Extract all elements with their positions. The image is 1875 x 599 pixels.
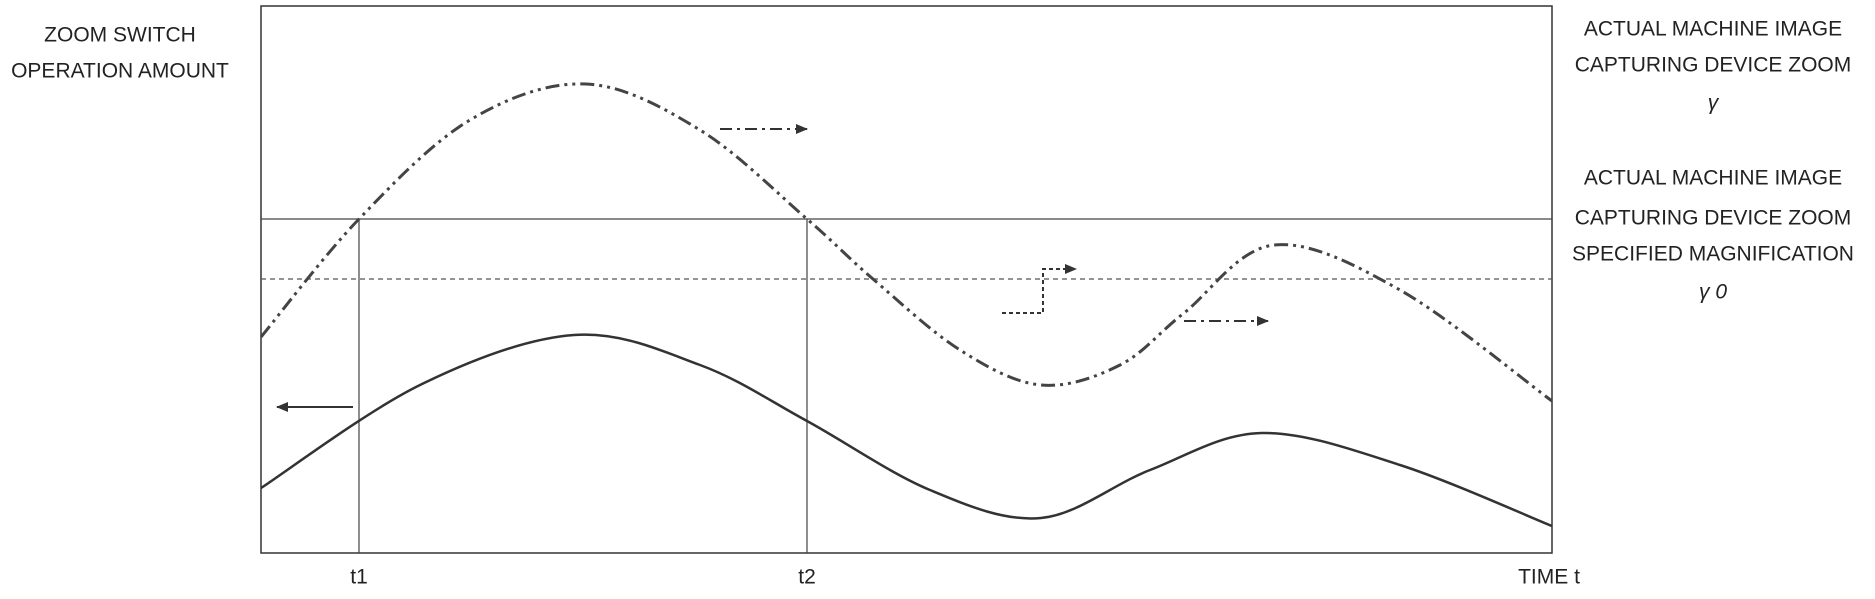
specified-arrow [1002, 264, 1077, 314]
right-label: γ 0 [1699, 281, 1727, 304]
right-label: ACTUAL MACHINE IMAGE [1584, 18, 1842, 41]
left-label: OPERATION AMOUNT [11, 60, 229, 83]
x-tick-label: t2 [798, 566, 816, 589]
right-label: SPECIFIED MAGNIFICATION [1572, 243, 1854, 266]
left-label: ZOOM SWITCH [44, 24, 196, 47]
x-axis-label: TIME t [1518, 566, 1580, 589]
right-label: CAPTURING DEVICE ZOOM [1575, 207, 1852, 230]
right-label: ACTUAL MACHINE IMAGE [1584, 167, 1842, 190]
zoom-curve [259, 82, 1553, 403]
operation-amount-curve [260, 333, 1553, 528]
x-tick-label: t1 [350, 566, 368, 589]
right-label: γ [1708, 92, 1720, 115]
right-label: CAPTURING DEVICE ZOOM [1575, 54, 1852, 77]
